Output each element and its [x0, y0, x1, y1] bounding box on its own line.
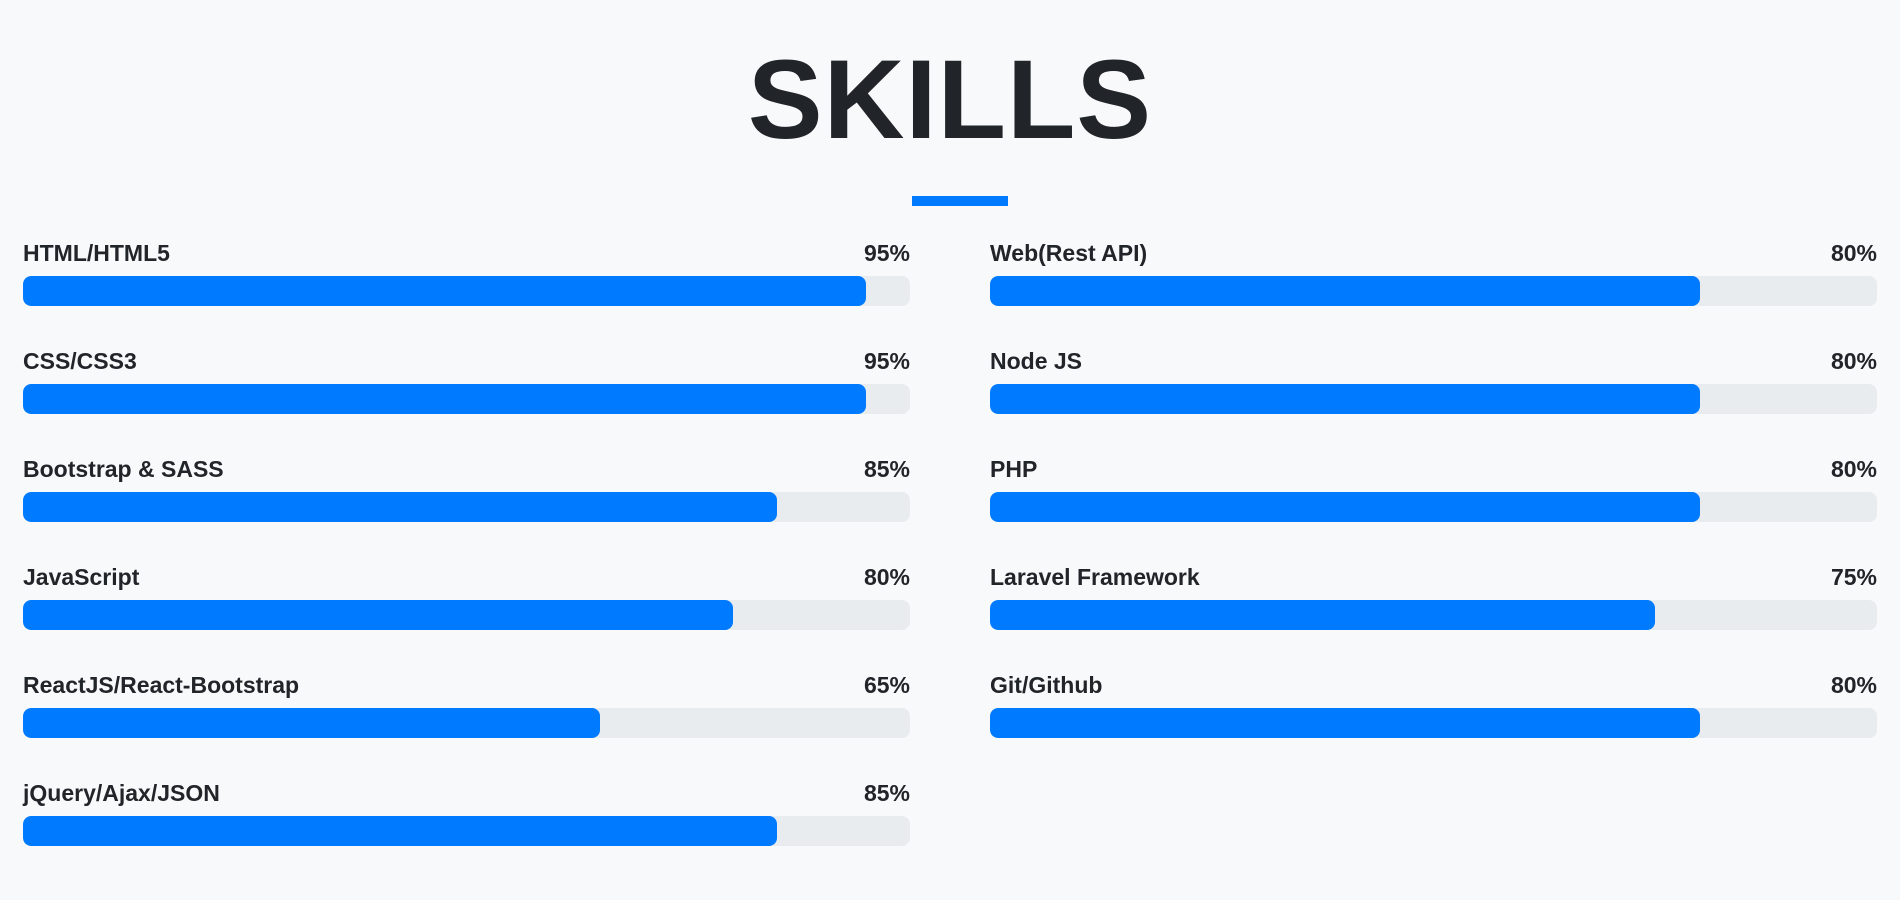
progress-track: [23, 600, 910, 630]
skill-header: jQuery/Ajax/JSON 85%: [23, 778, 910, 814]
progress-track: [23, 276, 910, 306]
skill-header: PHP 80%: [990, 454, 1877, 490]
skill-name: Node JS: [990, 348, 1083, 374]
section-title: SKILLS: [747, 37, 1153, 162]
skill-percent: 80%: [1830, 240, 1877, 266]
skill-percent: 65%: [863, 672, 910, 698]
skill-header: CSS/CSS3 95%: [23, 346, 910, 382]
skill-name: Bootstrap & SASS: [23, 456, 224, 482]
progress-bar: [990, 384, 1700, 414]
skill-header: Node JS 80%: [990, 346, 1877, 382]
skill-name: Web(Rest API): [990, 240, 1148, 266]
skill-item: Web(Rest API) 80%: [990, 238, 1877, 346]
progress-track: [990, 600, 1877, 630]
skill-name: Git/Github: [990, 672, 1103, 698]
skill-name: JavaScript: [23, 564, 140, 590]
skill-header: ReactJS/React-Bootstrap 65%: [23, 670, 910, 706]
skill-percent: 95%: [863, 348, 910, 374]
skill-percent: 95%: [863, 240, 910, 266]
skill-item: Git/Github 80%: [990, 670, 1877, 778]
progress-bar: [990, 276, 1700, 306]
title-underline: [912, 196, 1008, 206]
progress-bar: [23, 708, 600, 738]
skill-item: ReactJS/React-Bootstrap 65%: [23, 670, 910, 778]
skill-item: CSS/CSS3 95%: [23, 346, 910, 454]
skill-percent: 80%: [1830, 672, 1877, 698]
skill-percent: 85%: [863, 456, 910, 482]
skill-item: JavaScript 80%: [23, 562, 910, 670]
progress-bar: [23, 384, 866, 414]
skill-header: Laravel Framework 75%: [990, 562, 1877, 598]
skill-item: Bootstrap & SASS 85%: [23, 454, 910, 562]
skill-name: HTML/HTML5: [23, 240, 170, 266]
progress-bar: [23, 276, 866, 306]
skill-percent: 80%: [1830, 456, 1877, 482]
skill-header: JavaScript 80%: [23, 562, 910, 598]
skill-item: Laravel Framework 75%: [990, 562, 1877, 670]
progress-track: [23, 708, 910, 738]
progress-track: [990, 276, 1877, 306]
skill-percent: 75%: [1830, 564, 1877, 590]
skill-header: Web(Rest API) 80%: [990, 238, 1877, 274]
skill-name: ReactJS/React-Bootstrap: [23, 672, 300, 698]
skill-item: HTML/HTML5 95%: [23, 238, 910, 346]
skill-header: HTML/HTML5 95%: [23, 238, 910, 274]
skill-name: CSS/CSS3: [23, 348, 137, 374]
progress-track: [990, 708, 1877, 738]
skill-name: Laravel Framework: [990, 564, 1200, 590]
progress-bar: [23, 492, 777, 522]
skill-name: PHP: [990, 456, 1038, 482]
skill-item: PHP 80%: [990, 454, 1877, 562]
skills-column-right: Web(Rest API) 80% Node JS 80% PHP 80%: [990, 238, 1877, 778]
skill-item: jQuery/Ajax/JSON 85%: [23, 778, 910, 886]
skill-header: Git/Github 80%: [990, 670, 1877, 706]
skill-percent: 80%: [1830, 348, 1877, 374]
skill-percent: 80%: [863, 564, 910, 590]
progress-bar: [23, 816, 777, 846]
progress-track: [990, 492, 1877, 522]
progress-track: [23, 816, 910, 846]
progress-bar: [23, 600, 733, 630]
skills-column-left: HTML/HTML5 95% CSS/CSS3 95% Bootstrap & …: [23, 238, 910, 886]
progress-track: [23, 384, 910, 414]
progress-track: [23, 492, 910, 522]
skill-percent: 85%: [863, 780, 910, 806]
progress-bar: [990, 492, 1700, 522]
progress-bar: [990, 708, 1700, 738]
skill-header: Bootstrap & SASS 85%: [23, 454, 910, 490]
skill-name: jQuery/Ajax/JSON: [23, 780, 220, 806]
skill-item: Node JS 80%: [990, 346, 1877, 454]
progress-track: [990, 384, 1877, 414]
progress-bar: [990, 600, 1656, 630]
